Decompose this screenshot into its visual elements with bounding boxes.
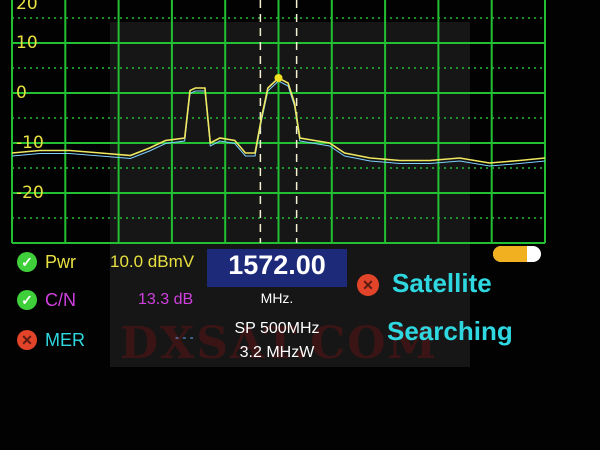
spectrum-chart (11, 0, 546, 244)
frequency-value[interactable]: 1572.00 (228, 250, 326, 280)
status-line-2: Searching (387, 316, 513, 346)
y-tick-label: 10 (16, 33, 38, 53)
bandwidth-value: 3.2 MHzW (239, 344, 315, 361)
mer-label: MER (45, 330, 85, 350)
peak-marker (274, 74, 283, 82)
span-value: SP 500MHz (234, 320, 320, 337)
pwr-label: Pwr (45, 252, 76, 272)
frequency-unit: MHz. (260, 290, 294, 306)
cn-label: C/N (45, 290, 76, 310)
fail-icon: ✕ (17, 330, 37, 350)
watermark-overlay (110, 22, 470, 367)
fail-icon: ✕ (357, 274, 379, 296)
status-line-1: Satellite (392, 268, 492, 298)
check-icon: ✓ (17, 252, 37, 272)
battery-icon (493, 246, 541, 262)
pwr-value: 10.0 dBmV (110, 252, 195, 271)
y-tick-label: -10 (16, 133, 44, 153)
frequency-box[interactable] (207, 249, 347, 287)
watermark: DXSAT.COM (120, 318, 439, 369)
battery-level (493, 246, 527, 262)
y-tick-label: 20 (16, 0, 38, 14)
mer-value: - - - (175, 330, 194, 344)
check-icon: ✓ (17, 290, 37, 310)
spectrum-trace (11, 77, 546, 164)
y-tick-label: 0 (16, 83, 27, 103)
cn-value: 13.3 dB (138, 291, 194, 308)
y-tick-label: -20 (16, 183, 44, 203)
